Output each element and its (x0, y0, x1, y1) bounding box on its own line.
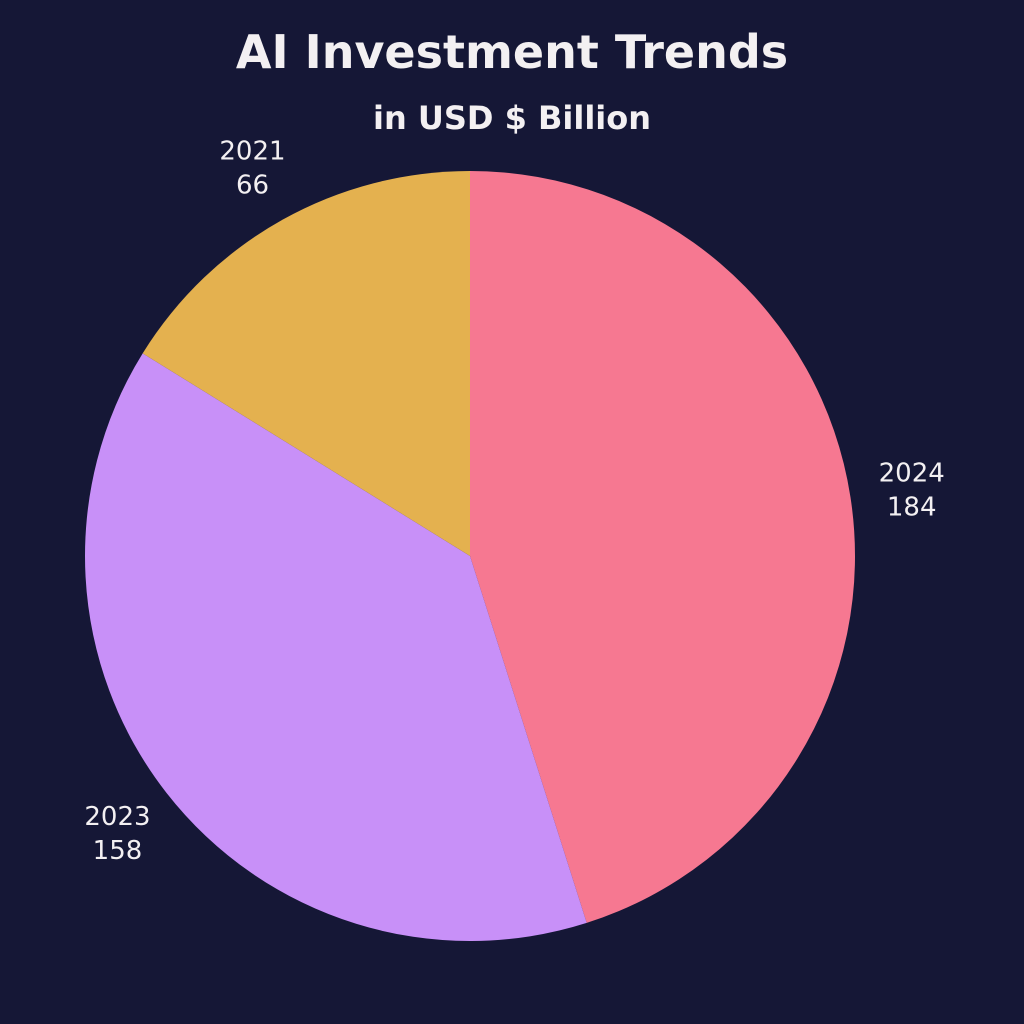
slice-label-value: 184 (887, 492, 937, 522)
chart-subtitle: in USD $ Billion (372, 99, 652, 137)
slice-label-2023: 2023 158 (84, 802, 150, 866)
slice-label-category: 2021 (219, 136, 285, 166)
pie-slice-2023 (85, 353, 587, 942)
slice-label-category: 2023 (84, 802, 150, 832)
slice-label-value: 158 (93, 836, 143, 866)
slice-label-2021: 2021 66 (219, 136, 285, 200)
slice-label-2024: 2024 184 (879, 458, 945, 522)
slice-label-category: 2024 (879, 458, 945, 488)
slice-label-value: 66 (236, 170, 269, 200)
pie-slice-2021 (142, 171, 471, 556)
pie-slice-2024 (470, 171, 856, 923)
chart-title: AI Investment Trends (235, 25, 789, 79)
